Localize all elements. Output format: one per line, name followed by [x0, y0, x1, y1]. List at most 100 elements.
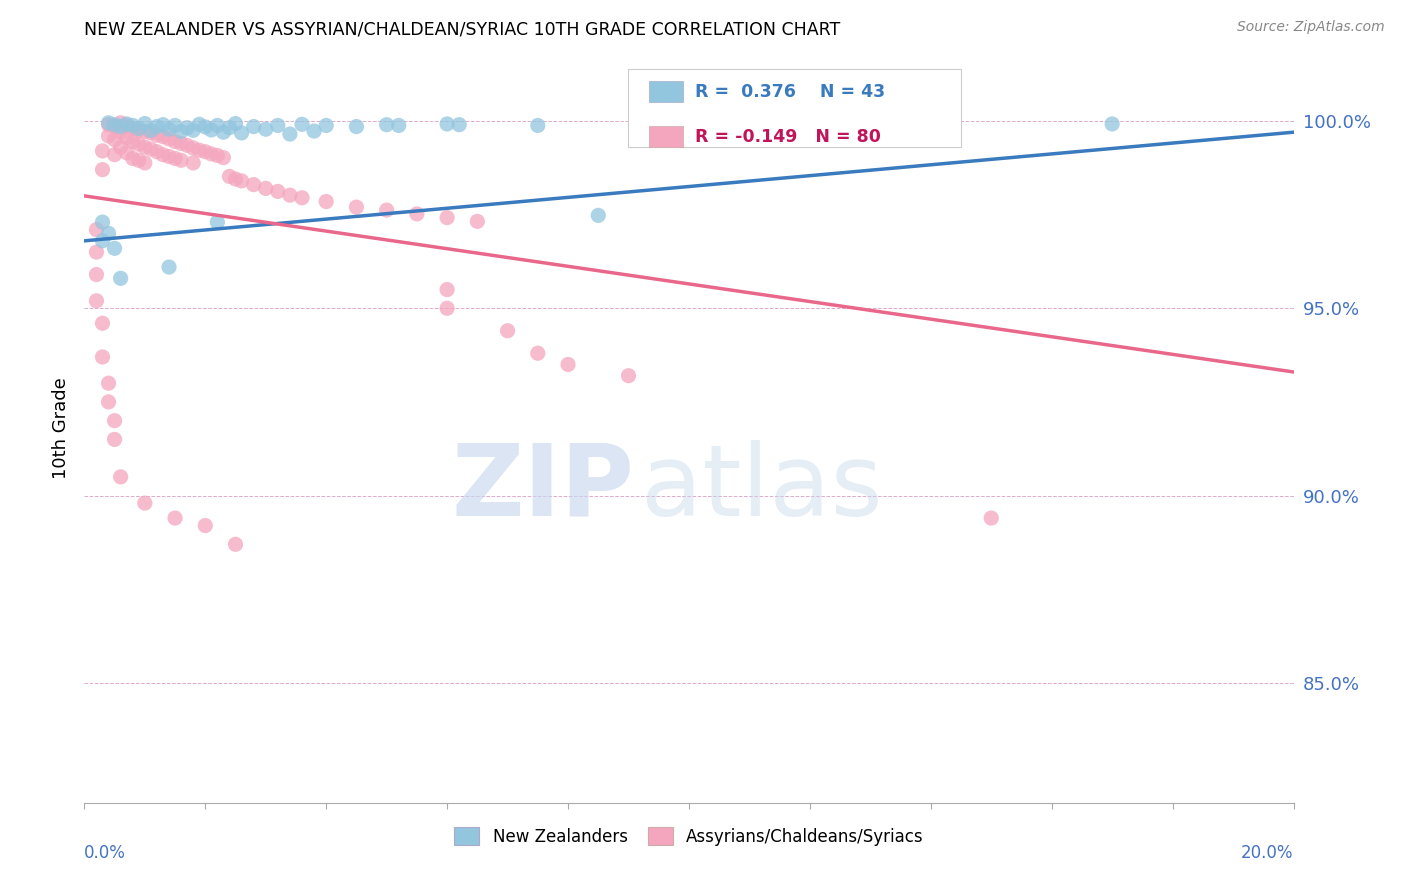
- Point: [157, 260, 180, 274]
- Point: [225, 117, 247, 131]
- Point: [110, 116, 132, 130]
- Point: [527, 346, 550, 360]
- Point: [139, 123, 162, 137]
- Point: [165, 152, 187, 166]
- Point: [200, 123, 222, 137]
- Point: [346, 200, 368, 214]
- Point: [110, 140, 132, 154]
- Point: [91, 215, 114, 229]
- Point: [678, 118, 700, 132]
- Point: [496, 324, 519, 338]
- Text: Source: ZipAtlas.com: Source: ZipAtlas.com: [1237, 20, 1385, 34]
- Point: [104, 414, 127, 428]
- Point: [152, 118, 174, 132]
- Point: [225, 537, 247, 551]
- Point: [231, 126, 253, 140]
- Text: R = -0.149   N = 80: R = -0.149 N = 80: [695, 128, 882, 145]
- Point: [134, 496, 156, 510]
- Point: [97, 227, 120, 241]
- Point: [980, 511, 1002, 525]
- Point: [254, 181, 277, 195]
- Point: [86, 222, 108, 236]
- Point: [110, 470, 132, 484]
- Point: [157, 122, 180, 136]
- Point: [218, 120, 240, 135]
- Text: ZIP: ZIP: [451, 440, 634, 537]
- Point: [181, 141, 204, 155]
- Point: [1101, 117, 1123, 131]
- Point: [617, 368, 640, 383]
- Point: [97, 118, 120, 132]
- Point: [86, 245, 108, 260]
- Point: [436, 301, 458, 316]
- Point: [146, 145, 169, 159]
- Point: [200, 147, 222, 161]
- Point: [176, 120, 198, 135]
- Point: [315, 194, 337, 209]
- Point: [128, 121, 150, 136]
- Point: [859, 117, 882, 131]
- Point: [91, 316, 114, 330]
- Point: [194, 518, 217, 533]
- Point: [170, 124, 193, 138]
- Point: [302, 124, 325, 138]
- Point: [157, 132, 180, 146]
- Point: [588, 208, 610, 222]
- Point: [291, 117, 314, 131]
- Point: [139, 126, 162, 140]
- Point: [115, 117, 138, 131]
- Text: 0.0%: 0.0%: [84, 844, 127, 862]
- Point: [110, 271, 132, 285]
- Point: [104, 118, 127, 132]
- Point: [242, 178, 264, 192]
- Point: [91, 350, 114, 364]
- Point: [388, 119, 411, 133]
- FancyBboxPatch shape: [628, 69, 962, 147]
- Point: [267, 119, 290, 133]
- Legend: New Zealanders, Assyrians/Chaldeans/Syriacs: New Zealanders, Assyrians/Chaldeans/Syri…: [450, 822, 928, 851]
- Point: [128, 137, 150, 152]
- Point: [115, 145, 138, 160]
- Point: [134, 117, 156, 131]
- Point: [128, 153, 150, 168]
- Point: [104, 241, 127, 255]
- Point: [346, 120, 368, 134]
- Point: [121, 121, 143, 136]
- Point: [165, 511, 187, 525]
- Point: [194, 120, 217, 134]
- Point: [97, 376, 120, 391]
- Point: [218, 169, 240, 184]
- Point: [375, 118, 398, 132]
- Text: NEW ZEALANDER VS ASSYRIAN/CHALDEAN/SYRIAC 10TH GRADE CORRELATION CHART: NEW ZEALANDER VS ASSYRIAN/CHALDEAN/SYRIA…: [84, 21, 841, 38]
- Text: atlas: atlas: [641, 440, 882, 537]
- Point: [121, 119, 143, 133]
- Text: 20.0%: 20.0%: [1241, 844, 1294, 862]
- FancyBboxPatch shape: [650, 126, 683, 147]
- Point: [467, 214, 489, 228]
- Point: [157, 149, 180, 163]
- Point: [181, 156, 204, 170]
- Point: [134, 124, 156, 138]
- Point: [242, 120, 264, 134]
- Point: [188, 117, 211, 131]
- Point: [91, 162, 114, 177]
- Point: [121, 135, 143, 149]
- Point: [527, 119, 550, 133]
- Point: [207, 148, 229, 162]
- Point: [165, 135, 187, 149]
- Point: [231, 174, 253, 188]
- Point: [291, 191, 314, 205]
- Point: [165, 119, 187, 133]
- Point: [134, 156, 156, 170]
- Point: [406, 207, 429, 221]
- Point: [104, 433, 127, 447]
- Point: [225, 172, 247, 186]
- Point: [436, 211, 458, 225]
- Point: [170, 153, 193, 168]
- Point: [97, 395, 120, 409]
- Point: [115, 119, 138, 133]
- Point: [97, 116, 120, 130]
- Point: [375, 203, 398, 218]
- Point: [188, 143, 211, 157]
- Point: [436, 283, 458, 297]
